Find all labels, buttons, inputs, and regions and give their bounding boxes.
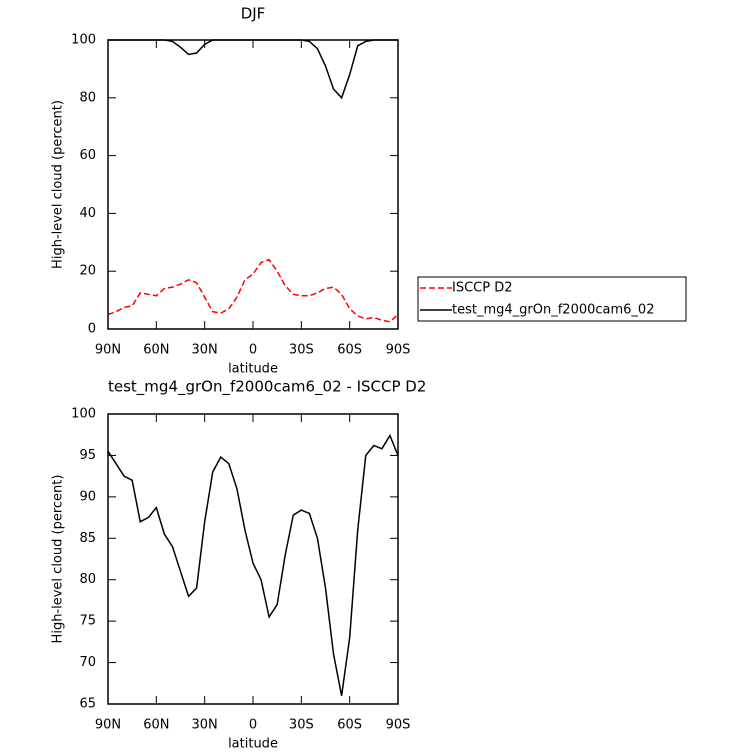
plot-frame <box>107 39 399 330</box>
x-tick-label: 90S <box>386 343 411 358</box>
x-tick-label: 60N <box>143 343 169 358</box>
y-axis-label: High-level cloud (percent) <box>51 475 66 644</box>
x-tick-label: 60S <box>337 343 362 358</box>
x-tick-label: 0 <box>249 343 257 358</box>
x-tick-label: 30N <box>192 718 218 733</box>
y-tick-label: 80 <box>79 90 96 105</box>
x-tick-label: 90N <box>95 343 121 358</box>
legend-label: test_mg4_grOn_f2000cam6_02 <box>452 303 654 318</box>
x-tick-label: 0 <box>249 718 257 733</box>
y-tick-label: 75 <box>79 614 96 629</box>
x-axis-label: latitude <box>228 737 278 752</box>
y-tick-label: 100 <box>71 33 96 48</box>
data-line <box>108 39 398 100</box>
y-tick-label: 90 <box>79 489 96 504</box>
y-tick-label: 60 <box>79 148 96 163</box>
chart-title: DJF <box>241 5 266 23</box>
x-tick-label: 30S <box>289 343 314 358</box>
y-tick-label: 80 <box>79 572 96 587</box>
legend-box <box>417 276 687 322</box>
y-tick-label: 20 <box>79 264 96 279</box>
data-line <box>107 433 399 696</box>
y-tick-label: 85 <box>79 531 96 546</box>
x-tick-label: 60S <box>337 718 362 733</box>
x-tick-label: 30S <box>289 718 314 733</box>
y-tick-label: 0 <box>88 322 96 337</box>
x-tick-label: 90N <box>95 718 121 733</box>
x-tick-label: 90S <box>386 718 411 733</box>
x-tick-label: 60N <box>143 718 169 733</box>
y-axis-label: High-level cloud (percent) <box>51 100 66 269</box>
chart-title: test_mg4_grOn_f2000cam6_02 - ISCCP D2 <box>108 378 426 397</box>
x-axis-label: latitude <box>228 362 278 377</box>
x-tick-label: 30N <box>192 343 218 358</box>
y-tick-label: 70 <box>79 655 96 670</box>
plot-frame <box>107 413 399 705</box>
y-tick-label: 100 <box>71 407 96 422</box>
legend-label: ISCCP D2 <box>452 281 513 296</box>
y-tick-label: 40 <box>79 206 96 221</box>
y-tick-label: 65 <box>79 697 96 712</box>
data-line <box>107 258 399 323</box>
y-tick-label: 95 <box>79 448 96 463</box>
